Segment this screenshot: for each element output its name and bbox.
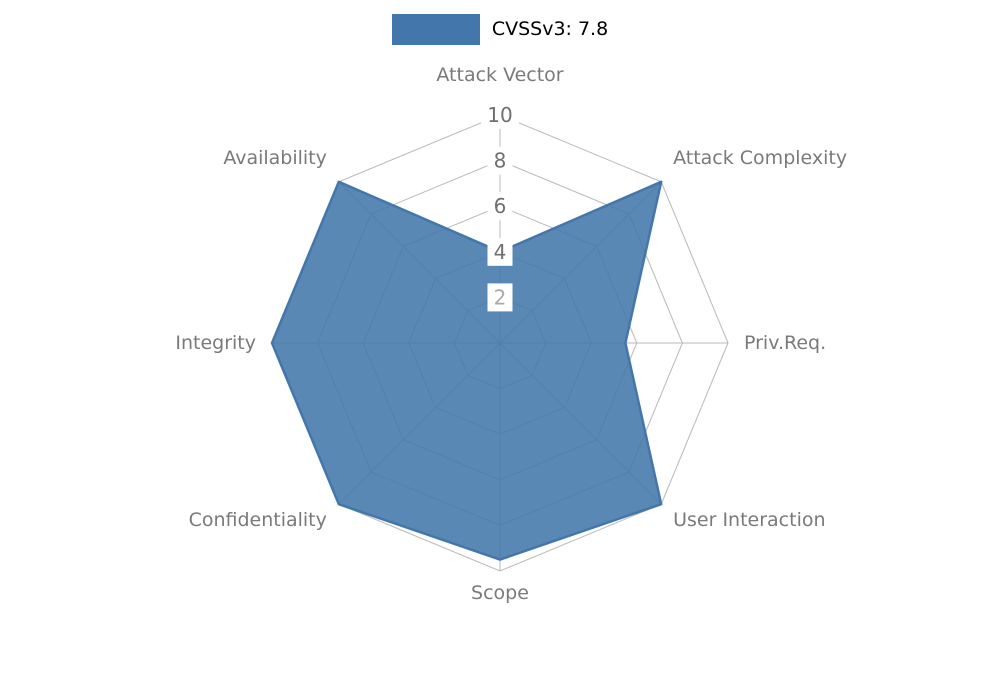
legend-label: CVSSv3: 7.8 [491,18,609,40]
tick-box [481,101,519,129]
axis-label: Scope [471,582,529,604]
axis-label: Priv.Req. [744,332,826,354]
axis-label: Attack Vector [436,64,563,86]
data-polygon [270,180,663,561]
tick-label: 8 [494,149,507,173]
tick-box [487,237,513,266]
axis-label: Attack Complexity [673,147,847,169]
chart-legend: CVSSv3: 7.8 [0,14,1000,45]
axis-label: User Interaction [673,509,825,531]
tick-label: 10 [487,103,512,127]
tick-label: 2 [494,285,507,309]
tick-box [487,146,513,175]
legend-swatch [391,14,480,45]
axis-label: Integrity [175,332,256,354]
tick-label: 4 [494,240,507,264]
axis-label: Confidentiality [189,509,327,531]
axis-label: Availability [223,147,327,169]
tick-label: 6 [494,194,507,218]
tick-box [487,283,513,312]
tick-box [487,192,513,221]
